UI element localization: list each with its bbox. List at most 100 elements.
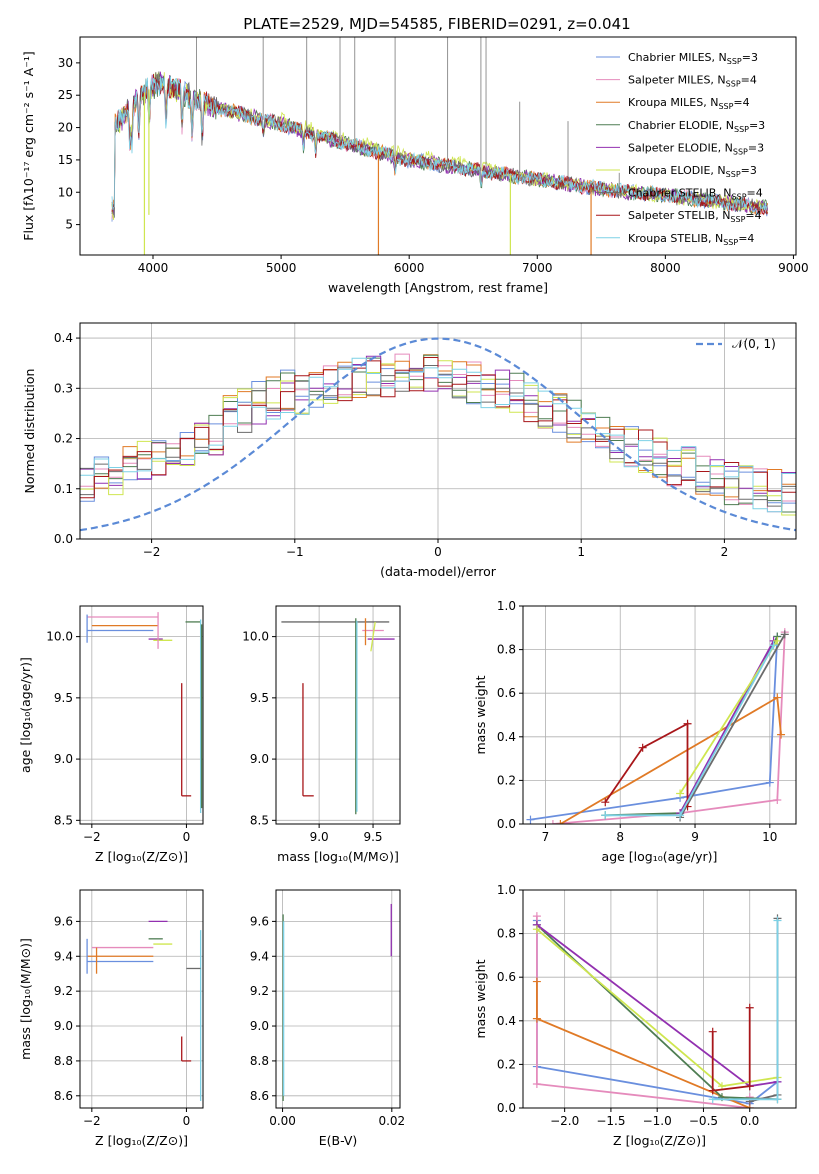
- age-vs-mass-marks: [281, 618, 395, 815]
- series-line: [604, 722, 689, 807]
- legend-entry: Kroupa STELIB, NSSP=4: [628, 232, 754, 247]
- series-line: [679, 633, 786, 818]
- legend-entry: Salpeter MILES, NSSP=4: [628, 74, 757, 89]
- y-tick-label: 8.6: [250, 1089, 269, 1103]
- y-tick-label: 8.6: [54, 1089, 73, 1103]
- y-tick-label: 9.0: [54, 1019, 73, 1033]
- x-axis-label: age [log₁₀(age/yr)]: [602, 849, 718, 864]
- series-line: [559, 696, 782, 824]
- series-line: [536, 916, 751, 1108]
- mass-vs-Z-marks: [86, 920, 202, 1102]
- y-tick-label: 9.0: [54, 752, 73, 766]
- data-point: [773, 636, 782, 645]
- data-point: [773, 693, 782, 702]
- data-point: [780, 630, 789, 639]
- x-tick-label: 5000: [266, 261, 297, 275]
- y-tick-label: 0.8: [497, 643, 516, 657]
- legend-entry: Kroupa MILES, NSSP=4: [628, 96, 750, 111]
- x-tick-label: 7000: [522, 261, 553, 275]
- x-tick-label: 9.5: [363, 830, 382, 844]
- x-tick-label: 0: [183, 1114, 191, 1128]
- age-vs-Z-panel: −2 0 8.5 9.0 9.5 10.0 Z [log₁₀(Z/Z⊙)] age [log₁…: [18, 605, 204, 864]
- y-tick-label: 0.4: [497, 730, 516, 744]
- x-tick-label: −2: [83, 1114, 101, 1128]
- x-tick-label: 8: [616, 830, 624, 844]
- data-point: [765, 778, 774, 787]
- series-line: [552, 632, 786, 824]
- residuals-panel: −2 −1 0 1 2 0.0 0.1 0.2 0.3 0.4 (data-model)/error…: [22, 322, 797, 579]
- y-tick-label: 8.5: [54, 813, 73, 827]
- x-tick-label: 9: [691, 830, 699, 844]
- histogram-lines: [80, 337, 796, 532]
- data-point: [683, 719, 692, 728]
- x-tick-label: 6000: [394, 261, 425, 275]
- data-point: [532, 925, 541, 934]
- y-tick-label: 9.0: [250, 752, 269, 766]
- weight-vs-Z-marks: [532, 912, 782, 1108]
- y-tick-label: 0.6: [497, 686, 516, 700]
- y-tick-label: 0.2: [54, 432, 73, 446]
- data-point: [556, 820, 565, 824]
- data-point: [745, 1082, 754, 1091]
- y-tick-label: 0.3: [54, 381, 73, 395]
- x-tick-label: −1.5: [596, 1114, 625, 1128]
- data-point: [777, 730, 786, 739]
- y-tick-label: 0.2: [497, 773, 516, 787]
- x-axis-label: wavelength [Angstrom, rest frame]: [328, 280, 548, 295]
- spectrum-lines: [111, 37, 768, 255]
- age-vs-Z-marks: [86, 612, 203, 813]
- legend-entry: Chabrier STELIB, NSSP=4: [628, 187, 763, 202]
- plot-frame: [79, 36, 797, 256]
- data-point: [708, 1095, 717, 1104]
- data-point: [745, 1003, 754, 1012]
- y-tick-label: 1.0: [497, 883, 516, 897]
- weight-vs-Z-panel: −2.0 −1.5 −1.0 −0.5 0.0 0.0 0.2 0.4 0.6 0.8 1.0 Z […: [473, 883, 797, 1148]
- figure-title: PLATE=2529, MJD=54585, FIBERID=0291, z=0…: [243, 15, 630, 33]
- error-segment: [370, 621, 376, 652]
- y-axis-label: mass weight: [473, 675, 488, 754]
- y-tick-label: 0.8: [497, 927, 516, 941]
- y-tick-label: 9.6: [54, 914, 73, 928]
- series-line: [530, 636, 779, 821]
- y-tick-label: 1.0: [497, 599, 516, 613]
- x-axis-label: (data-model)/error: [380, 564, 497, 579]
- mass-vs-ebv-marks: [282, 903, 392, 1102]
- weight-vs-age-panel: 7 8 9 10 0.0 0.2 0.4 0.6 0.8 1.0 age [log₁₀(age/yr…: [473, 599, 797, 864]
- y-tick-label: 0.0: [497, 1101, 516, 1115]
- y-tick-label: 10.0: [242, 630, 269, 644]
- x-tick-label: 0.02: [378, 1114, 405, 1128]
- x-tick-label: 7: [542, 830, 550, 844]
- data-point: [773, 1095, 782, 1104]
- x-tick-label: −0.5: [689, 1114, 718, 1128]
- spectrum-legend: Chabrier MILES, NSSP=3 Salpeter MILES, NS…: [596, 51, 765, 247]
- histogram-series-4: [80, 355, 796, 494]
- data-point: [532, 912, 541, 921]
- legend-entry: Salpeter ELODIE, NSSP=3: [628, 141, 764, 156]
- y-tick-label: 5: [65, 218, 73, 232]
- x-tick-label: 0: [183, 830, 191, 844]
- x-tick-label: 4000: [138, 261, 169, 275]
- data-point: [548, 820, 557, 824]
- data-point: [708, 1027, 717, 1036]
- y-axis-label: mass weight: [473, 959, 488, 1038]
- series-line: [536, 981, 751, 1108]
- y-tick-label: 8.8: [54, 1054, 73, 1068]
- data-point: [526, 815, 535, 824]
- y-tick-label: 0.6: [497, 970, 516, 984]
- y-axis-label: Normed distribution: [22, 369, 37, 494]
- series-line: [711, 1007, 751, 1092]
- y-tick-label: 0.4: [54, 331, 73, 345]
- histogram-series-8: [80, 357, 796, 513]
- y-tick-label: 9.5: [54, 691, 73, 705]
- x-tick-label: 10: [762, 830, 777, 844]
- plot-frame: [275, 889, 401, 1109]
- y-tick-label: 0.0: [54, 532, 73, 546]
- legend-entry: Chabrier ELODIE, NSSP=3: [628, 119, 765, 134]
- x-tick-label: −1: [286, 545, 304, 559]
- y-tick-label: 30: [58, 56, 73, 70]
- mass-vs-Z-panel: −2 0 8.6 8.8 9.0 9.2 9.4 9.6 Z [log₁₀(Z/Z⊙)] mass…: [18, 889, 204, 1148]
- y-tick-label: 9.4: [54, 949, 73, 963]
- y-tick-label: 9.5: [250, 691, 269, 705]
- y-tick-label: 10: [58, 185, 73, 199]
